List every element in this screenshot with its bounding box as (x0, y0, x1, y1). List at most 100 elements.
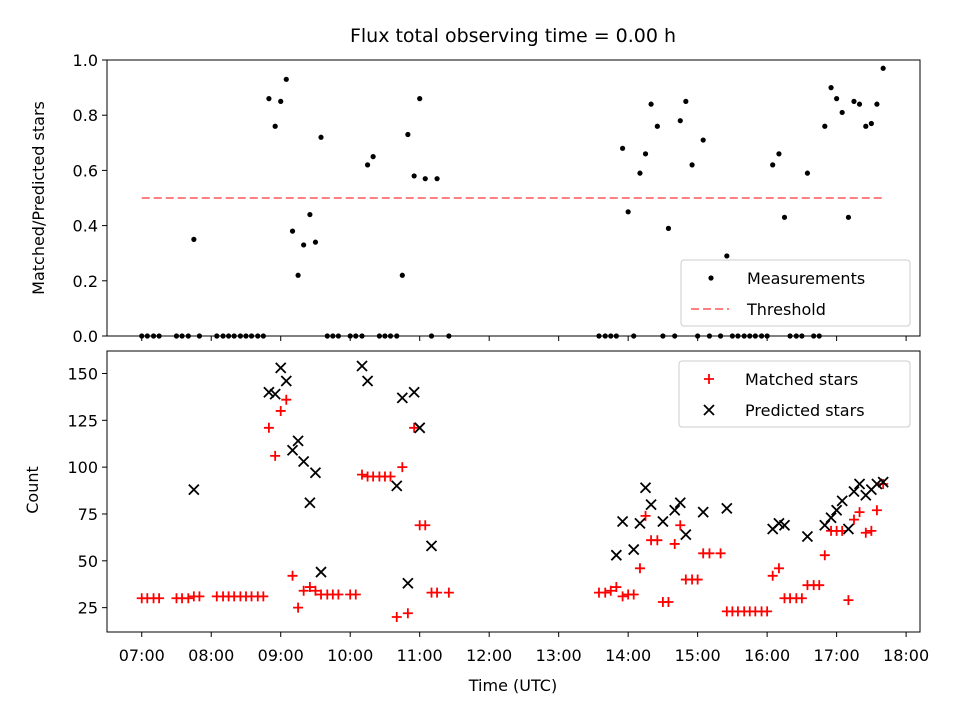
top-point (665, 225, 672, 231)
bottom-x-tick-label: 16:00 (744, 646, 790, 665)
top-point (637, 170, 643, 176)
top-point (173, 333, 180, 339)
bottom-point (292, 435, 304, 447)
bottom-point (409, 422, 420, 433)
top-point (156, 333, 162, 339)
bottom-point (715, 548, 726, 559)
top-point (139, 333, 145, 339)
bottom-point (617, 591, 628, 602)
top-point (625, 209, 631, 215)
bottom-point (814, 580, 825, 591)
top-point (266, 96, 272, 102)
top-point (764, 333, 770, 339)
top-point (747, 333, 753, 339)
top-point (248, 333, 255, 339)
bottom-y-tick-label: 125 (67, 411, 98, 430)
top-point (880, 65, 886, 71)
top-point (752, 333, 758, 339)
top-point (237, 333, 244, 339)
bottom-point (385, 471, 396, 482)
top-y-axis-label: Matched/Predicted stars (29, 101, 48, 295)
top-legend-label: Measurements (747, 269, 865, 288)
top-point (828, 85, 834, 91)
bottom-point (194, 591, 205, 602)
top-point (179, 333, 185, 339)
top-point (700, 137, 706, 143)
top-point (717, 333, 724, 339)
bottom-legend-swatch (704, 374, 714, 384)
top-legend-swatch (708, 275, 714, 281)
bottom-point (634, 563, 645, 574)
top-point (411, 173, 417, 179)
bottom-point (414, 422, 426, 434)
bottom-x-tick-label: 13:00 (536, 646, 582, 665)
bottom-point (843, 595, 854, 606)
bottom-point (704, 548, 715, 559)
top-point (619, 145, 626, 151)
top-point (428, 333, 435, 339)
bottom-point (600, 587, 611, 598)
top-point (301, 242, 307, 248)
bottom-point (605, 585, 616, 596)
bottom-point (721, 502, 733, 514)
top-point (196, 333, 203, 339)
top-y-tick-label: 0.2 (73, 272, 98, 291)
bottom-point (854, 507, 865, 518)
bottom-point (628, 589, 639, 600)
bottom-point (391, 612, 402, 623)
top-point (654, 123, 660, 129)
bottom-point (298, 455, 310, 468)
bottom-point (610, 549, 622, 561)
bottom-point (819, 550, 830, 561)
bottom-point (645, 498, 657, 511)
bottom-point (420, 520, 431, 531)
top-point (613, 333, 619, 339)
top-point (741, 333, 747, 339)
bottom-point (154, 593, 165, 604)
bottom-point (830, 504, 843, 516)
bottom-point (281, 394, 292, 405)
bottom-point (309, 467, 322, 479)
top-point (596, 333, 602, 339)
top-point (255, 333, 261, 339)
bottom-point (397, 462, 408, 473)
top-point (324, 333, 330, 339)
bottom-point (304, 582, 315, 593)
bottom-point (269, 388, 281, 400)
bottom-point (443, 587, 454, 598)
top-point (150, 333, 157, 339)
bottom-frame (106, 350, 921, 633)
bottom-point (263, 422, 274, 433)
top-y-tick-label: 0.0 (73, 327, 98, 346)
top-point (683, 98, 689, 104)
bottom-point (310, 585, 321, 596)
top-point (776, 151, 782, 157)
top-point (387, 333, 394, 339)
top-point (799, 333, 805, 339)
bottom-point (871, 505, 882, 516)
bottom-point (402, 577, 414, 589)
top-point (295, 272, 301, 278)
bottom-point (298, 585, 309, 596)
top-point (631, 333, 637, 339)
top-point (272, 123, 278, 129)
bottom-x-tick-label: 09:00 (258, 646, 304, 665)
bottom-point (258, 591, 269, 602)
bottom-legend-swatch (703, 404, 715, 416)
bottom-point (616, 515, 629, 528)
bottom-x-axis-label: Time (UTC) (468, 676, 557, 695)
top-point (793, 333, 799, 339)
top-y-tick-label: 0.4 (73, 217, 98, 236)
bottom-point (871, 478, 883, 490)
top-point (677, 118, 683, 124)
top-point (758, 333, 765, 339)
bottom-point (357, 469, 368, 480)
bottom-point (866, 525, 877, 536)
top-point (330, 333, 336, 339)
bottom-point (270, 450, 281, 461)
bottom-point (432, 587, 443, 598)
bottom-point (692, 574, 703, 585)
bottom-point (402, 608, 413, 619)
top-y-tick-label: 0.6 (73, 161, 98, 180)
top-point (724, 253, 730, 259)
